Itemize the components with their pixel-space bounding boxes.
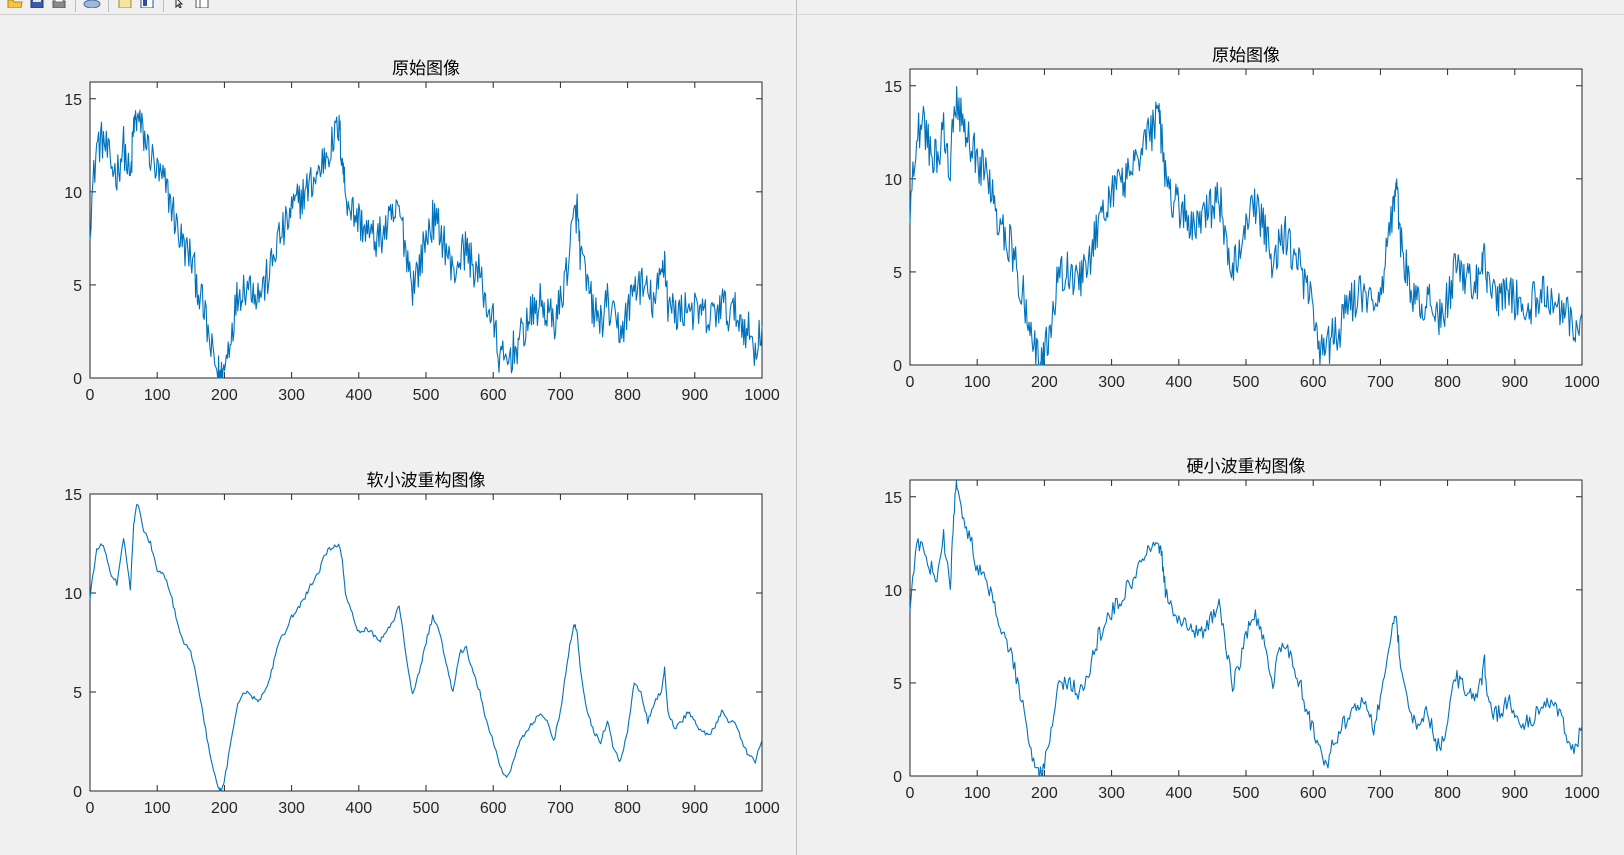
figure-window-left: 原始图像 0 100 200 300 400 500 600 700 800 900 1000 0 5 10…	[0, 0, 794, 855]
x-tick-label: 100	[964, 785, 991, 802]
x-tick-label: 400	[345, 800, 372, 817]
x-tick-label: 1000	[1564, 785, 1600, 802]
plot-area	[909, 479, 1583, 777]
y-tick-label: 15	[64, 92, 82, 109]
x-tick-label: 500	[413, 800, 440, 817]
x-tick-label: 200	[211, 800, 238, 817]
x-tick-label: 800	[614, 387, 641, 404]
x-tick-label: 600	[1300, 785, 1327, 802]
axes-soft-wavelet: 软小波重构图像 0 100 200 300 400 500 600 700 800 900 1000 0…	[64, 471, 780, 817]
y-tick-label: 5	[73, 685, 82, 702]
x-tick-label: 700	[547, 387, 574, 404]
plot-title: 原始图像	[392, 59, 460, 79]
x-tick-label: 100	[964, 374, 991, 391]
x-tick-label: 900	[681, 387, 708, 404]
series-line	[909, 480, 1583, 777]
y-tick-label: 0	[893, 769, 902, 786]
x-tick-label: 200	[1031, 374, 1058, 391]
y-tick-label: 5	[893, 676, 902, 693]
plot-title: 硬小波重构图像	[1187, 457, 1306, 477]
x-tick-label: 0	[906, 785, 915, 802]
print-icon[interactable]	[50, 0, 68, 9]
x-tick-label: 900	[1501, 785, 1528, 802]
y-tick-label: 15	[884, 490, 902, 507]
x-tick-label: 800	[614, 800, 641, 817]
figure-window-right: 原始图像 0 100 200 300 400 500 600 700 800 900 1000 0 5 10…	[796, 0, 1624, 855]
axes-original-left: 原始图像 0 100 200 300 400 500 600 700 800 900 1000 0 5 10…	[64, 59, 780, 404]
series-line	[909, 85, 1583, 366]
x-tick-label: 300	[1098, 374, 1125, 391]
x-tick-label: 600	[480, 387, 507, 404]
x-tick-label: 600	[480, 800, 507, 817]
x-tick-label: 1000	[744, 387, 780, 404]
y-tick-label: 10	[64, 185, 82, 202]
x-tick-label: 0	[906, 374, 915, 391]
y-tick-label: 5	[893, 265, 902, 282]
x-tick-label: 200	[1031, 785, 1058, 802]
series-line	[89, 109, 763, 379]
x-tick-label: 500	[1233, 374, 1260, 391]
y-tick-label: 10	[884, 172, 902, 189]
toolbar-separator	[108, 0, 109, 12]
x-tick-label: 900	[1501, 374, 1528, 391]
pointer-icon[interactable]	[171, 0, 189, 9]
figure-toolbar	[0, 0, 794, 15]
x-tick-label: 1000	[744, 800, 780, 817]
x-tick-label: 300	[1098, 785, 1125, 802]
x-tick-label: 500	[1233, 785, 1260, 802]
x-tick-label: 800	[1434, 374, 1461, 391]
x-tick-label: 600	[1300, 374, 1327, 391]
x-tick-label: 700	[1367, 785, 1394, 802]
x-tick-label: 200	[211, 387, 238, 404]
window-top-edge	[797, 0, 1624, 15]
x-tick-label: 0	[86, 387, 95, 404]
link-icon[interactable]	[83, 0, 101, 9]
new-figure-icon[interactable]	[116, 0, 134, 9]
y-tick-label: 0	[73, 784, 82, 801]
axes-hard-wavelet: 硬小波重构图像 0 100 200 300 400 500 600 700 800 900 1000 0…	[884, 457, 1600, 802]
y-tick-label: 0	[73, 371, 82, 388]
x-tick-label: 700	[547, 800, 574, 817]
x-tick-label: 300	[278, 387, 305, 404]
x-tick-label: 0	[86, 800, 95, 817]
save-icon[interactable]	[28, 0, 46, 9]
toolbar-separator	[75, 0, 76, 12]
plot-title: 原始图像	[1212, 46, 1280, 66]
plot-title: 软小波重构图像	[367, 471, 486, 491]
axes-original-right: 原始图像 0 100 200 300 400 500 600 700 800 900 1000 0 5 10…	[884, 46, 1600, 391]
folder-open-icon[interactable]	[6, 0, 24, 9]
x-tick-label: 400	[1165, 374, 1192, 391]
plot-browser-icon[interactable]	[193, 0, 211, 9]
y-tick-label: 10	[884, 583, 902, 600]
x-tick-label: 100	[144, 800, 171, 817]
toolbar-separator	[163, 0, 164, 12]
x-tick-label: 100	[144, 387, 171, 404]
x-tick-label: 400	[1165, 785, 1192, 802]
y-tick-label: 5	[73, 278, 82, 295]
x-tick-label: 300	[278, 800, 305, 817]
x-tick-label: 500	[413, 387, 440, 404]
x-tick-label: 1000	[1564, 374, 1600, 391]
y-tick-label: 15	[884, 79, 902, 96]
y-tick-label: 15	[64, 487, 82, 504]
x-tick-label: 900	[681, 800, 708, 817]
x-tick-label: 400	[345, 387, 372, 404]
x-tick-label: 700	[1367, 374, 1394, 391]
y-tick-label: 0	[893, 358, 902, 375]
x-tick-label: 800	[1434, 785, 1461, 802]
series-line	[89, 503, 763, 792]
y-tick-label: 10	[64, 586, 82, 603]
insert-colorbar-icon[interactable]	[138, 0, 156, 9]
